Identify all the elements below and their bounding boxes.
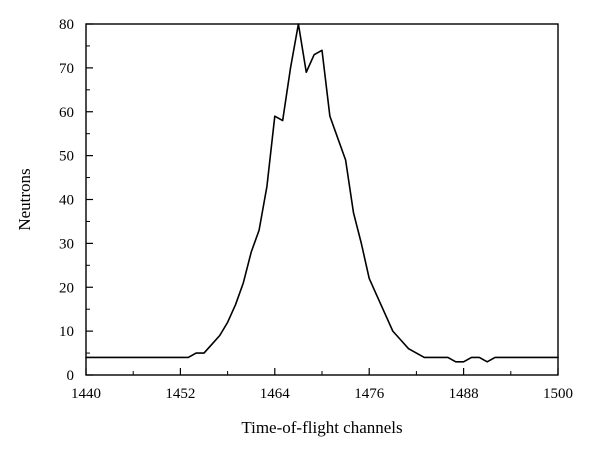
y-tick-label: 50: [59, 149, 74, 165]
y-tick-label: 40: [59, 193, 74, 209]
x-axis-title: Time-of-flight channels: [241, 418, 402, 437]
y-tick-label: 70: [59, 61, 74, 77]
x-tick-label: 1488: [449, 386, 479, 402]
y-tick-label: 20: [59, 280, 74, 296]
y-tick-label: 60: [59, 105, 74, 121]
x-tick-label: 1476: [354, 386, 385, 402]
y-tick-label: 10: [59, 324, 74, 340]
y-tick-label: 0: [67, 368, 75, 384]
y-axis-title: Neutrons: [15, 168, 34, 230]
y-axis-ticks: 0 10 20 30 40 50 60 70 80: [59, 17, 93, 384]
x-tick-label: 1500: [543, 386, 573, 402]
neutrons-series-line: [85, 23, 559, 363]
series-layer: [85, 23, 559, 363]
y-tick-label: 80: [59, 17, 74, 33]
plot-area: 1440 1452 1464 1476 1488 1500 0 10 20 30 40 50 60 70…: [59, 17, 573, 402]
x-tick-label: 1464: [260, 386, 291, 402]
x-axis-ticks: 1440 1452 1464 1476 1488 1500: [71, 368, 573, 402]
x-tick-label: 1452: [165, 386, 195, 402]
x-tick-label: 1440: [71, 386, 101, 402]
y-tick-label: 30: [59, 236, 74, 252]
